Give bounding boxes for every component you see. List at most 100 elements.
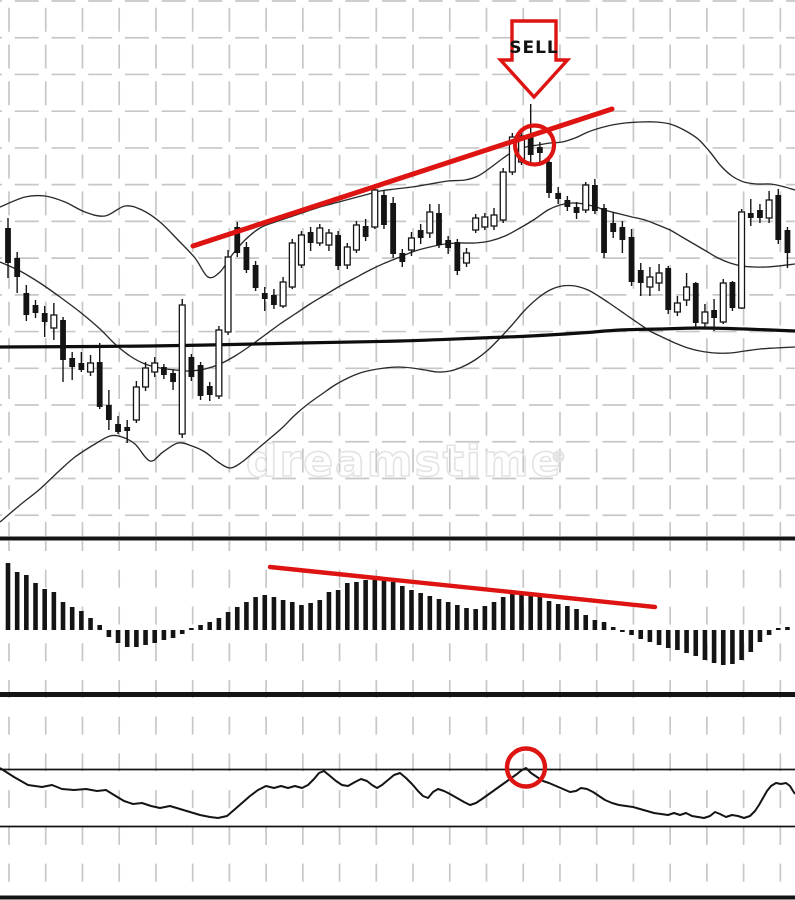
candle-body-bearish — [546, 162, 552, 193]
histogram-bar — [510, 594, 515, 630]
candle-body-bearish — [124, 427, 131, 431]
lower-band-line — [0, 284, 795, 523]
histogram-bar — [5, 563, 11, 630]
histogram-bar — [620, 630, 625, 632]
candle-body-bearish — [399, 253, 406, 262]
histogram-bar — [757, 630, 763, 642]
histogram-bar — [88, 618, 93, 630]
histogram-bar — [170, 630, 176, 638]
histogram-bar — [244, 602, 249, 630]
candle-body-bullish — [86, 362, 95, 373]
histogram-bar — [390, 582, 396, 630]
histogram-bar — [500, 597, 506, 630]
histogram-descending-trendline — [267, 564, 658, 610]
candle-body-bullish — [499, 171, 507, 221]
candle-body-bearish — [390, 203, 397, 254]
histogram-bar — [647, 630, 653, 642]
histogram-bar — [115, 630, 121, 643]
oscillator-line — [0, 767, 795, 819]
histogram-bar — [711, 630, 717, 663]
histogram-bar — [152, 630, 158, 643]
candle-body-bearish — [362, 226, 369, 237]
candle-body-bearish — [757, 210, 763, 218]
candle-body-bearish — [591, 185, 598, 211]
upper-band-line — [0, 121, 795, 279]
oscillator-panel — [0, 746, 795, 828]
histogram-bar — [14, 572, 20, 630]
histogram-bar — [720, 630, 726, 665]
candle-body-bearish — [69, 358, 76, 367]
histogram-bar — [326, 592, 332, 630]
candle-body-bearish — [454, 242, 461, 271]
candle-body-bearish — [637, 270, 644, 283]
histogram-bar — [766, 630, 772, 635]
histogram-bar — [134, 630, 139, 647]
candle-body-bearish — [601, 208, 607, 253]
candle-body-bullish — [316, 227, 324, 244]
macd-histogram-series — [5, 563, 790, 665]
candle-body-bearish — [271, 295, 277, 305]
histogram-bar — [491, 602, 497, 630]
candle-body-bearish — [170, 373, 176, 382]
histogram-bar — [60, 602, 66, 630]
candle-body-bullish — [178, 304, 186, 435]
histogram-bar — [555, 604, 561, 630]
histogram-bar — [24, 575, 29, 630]
histogram-bar — [546, 601, 552, 630]
candle-body-bearish — [711, 310, 717, 318]
candle-body-bullish — [325, 232, 333, 246]
sell-annotation: SELL — [496, 19, 572, 167]
histogram-bar — [79, 611, 84, 630]
histogram-bar — [445, 602, 451, 630]
histogram-bar — [610, 627, 616, 630]
histogram-bar — [436, 599, 442, 630]
histogram-bar — [775, 628, 781, 630]
candle-body-bullish — [701, 311, 709, 324]
candle-body-bearish — [41, 313, 48, 322]
candle-body-bearish — [32, 305, 39, 313]
histogram-bar — [409, 590, 414, 630]
candle-body-bearish — [105, 405, 112, 420]
sell-down-arrow-icon — [496, 19, 572, 100]
candle-body-bearish — [307, 232, 314, 243]
candle-body-bearish — [243, 247, 250, 270]
histogram-bar — [455, 605, 460, 630]
candle-body-bullish — [132, 386, 140, 421]
histogram-bar — [748, 630, 754, 652]
candle-body-bearish — [729, 282, 736, 308]
histogram-bar — [335, 590, 341, 630]
candle-body-bearish — [14, 258, 21, 277]
candle-body-bullish — [765, 199, 773, 219]
candle-body-bullish — [151, 362, 159, 373]
candle-body-bullish — [352, 224, 361, 251]
watermark-text: dreamstime — [246, 436, 563, 487]
candle-body-bullish — [297, 234, 305, 266]
candle-body-bullish — [582, 184, 590, 211]
histogram-bar — [482, 606, 488, 630]
candle-body-bearish — [60, 320, 66, 360]
histogram-bar — [418, 593, 423, 630]
candlestick-series — [5, 104, 791, 443]
histogram-bar — [280, 600, 286, 630]
candle-body-bearish — [436, 213, 442, 245]
histogram-bar — [143, 630, 148, 645]
histogram-bar — [97, 625, 102, 630]
candle-body-bullish — [683, 286, 691, 301]
watermark-registered-icon: ® — [551, 448, 568, 466]
panel-separators — [0, 536, 795, 900]
candle-body-bearish — [206, 386, 213, 395]
sell-signal-circle — [512, 123, 557, 167]
candle-body-bearish — [527, 137, 534, 155]
histogram-bar — [583, 615, 589, 630]
candle-body-bearish — [445, 240, 452, 248]
candle-body-bullish — [490, 214, 498, 227]
histogram-bar — [702, 630, 708, 660]
candle-body-bearish — [252, 265, 259, 288]
candle-body-bearish — [23, 293, 30, 315]
candle-body-bullish — [141, 367, 150, 388]
candle-body-bullish — [371, 189, 379, 228]
histogram-bar — [381, 577, 387, 630]
candle-body-bearish — [417, 230, 424, 238]
